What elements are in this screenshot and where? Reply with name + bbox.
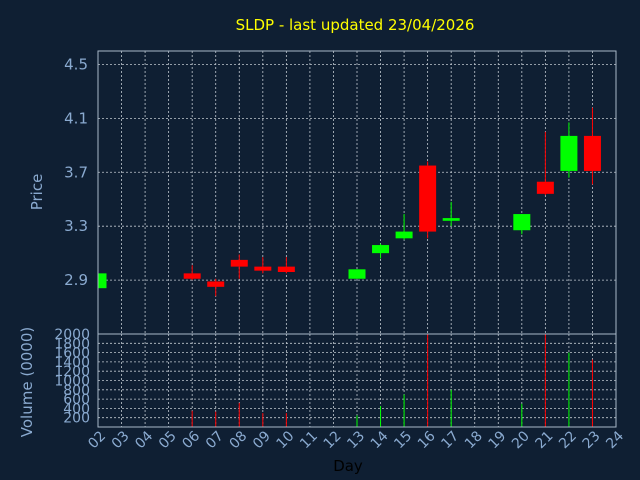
candle-body <box>98 273 107 289</box>
volume-panel-frame <box>97 333 617 428</box>
volume-tick-label: 1200 <box>54 364 90 380</box>
volume-tick-label: 2000 <box>54 327 90 343</box>
candle-body <box>254 266 272 271</box>
volume-tick-label: 1000 <box>54 374 90 390</box>
volume-tick-label: 1800 <box>54 336 90 352</box>
candle-body <box>419 165 437 232</box>
candle-body <box>183 273 201 279</box>
price-tick-label: 3.7 <box>64 163 88 181</box>
price-tick-label: 3.3 <box>64 217 88 235</box>
candle-body <box>560 135 578 171</box>
chart-title: SLDP - last updated 23/04/2026 <box>236 16 475 34</box>
volume-tick-label: 1400 <box>54 355 90 371</box>
candle-body <box>230 259 248 267</box>
volume-bars <box>191 334 593 427</box>
volume-tick-label: 1600 <box>54 346 90 362</box>
price-axis-label: Price <box>28 174 46 211</box>
volume-tick-label: 400 <box>63 401 90 417</box>
price-y-ticks: 2.9 3.3 3.7 4.1 4.5 <box>64 55 88 289</box>
x-axis-label: Day <box>333 457 363 475</box>
candle-body <box>513 214 531 231</box>
volume-tick-label: 800 <box>63 383 90 399</box>
price-tick-label: 4.1 <box>64 109 88 127</box>
volume-tick-label: 600 <box>63 392 90 408</box>
volume-axis-label: Volume (0000) <box>18 327 36 437</box>
candle-body <box>348 269 366 279</box>
price-tick-label: 4.5 <box>64 55 88 73</box>
candle-body <box>395 231 413 239</box>
candle-body <box>442 218 460 221</box>
volume-tick-label: 200 <box>63 411 90 427</box>
candle-body <box>372 245 390 254</box>
candle-body <box>207 281 225 287</box>
candles <box>97 107 601 297</box>
price-tick-label: 2.9 <box>64 271 88 289</box>
candle-body <box>536 181 554 194</box>
candle-body <box>277 266 295 273</box>
candle-body <box>583 135 601 171</box>
x-ticks: 02 03 04 05 06 07 08 09 10 11 12 13 14 15 16 17 18 19 20 21… <box>85 428 627 452</box>
